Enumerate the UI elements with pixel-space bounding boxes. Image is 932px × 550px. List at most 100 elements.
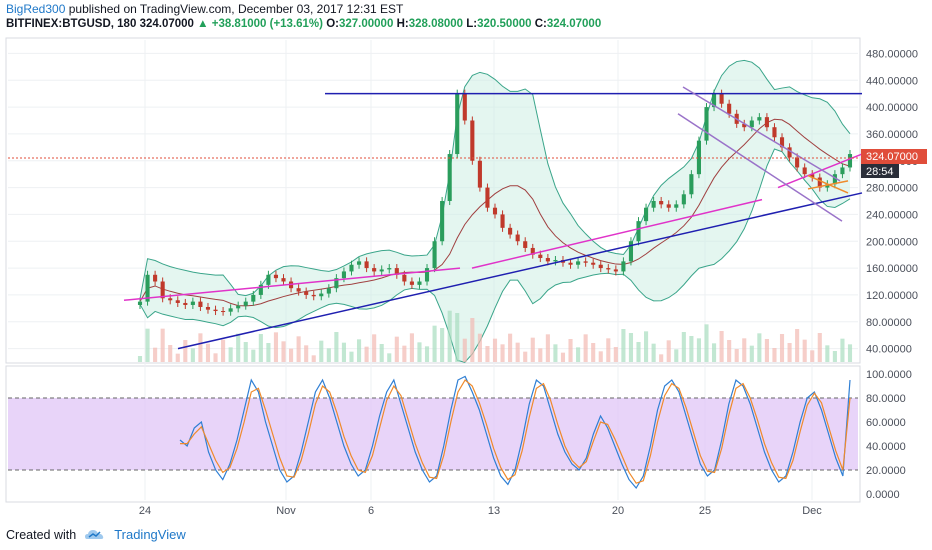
volume-bar bbox=[356, 339, 362, 362]
volume-bar bbox=[644, 331, 649, 362]
candle-body bbox=[591, 262, 596, 265]
candle-body bbox=[538, 254, 543, 259]
volume-bar bbox=[409, 333, 414, 362]
tradingview-cloud-icon bbox=[85, 529, 104, 539]
candle-body bbox=[334, 278, 339, 289]
volume-bar bbox=[492, 338, 498, 362]
bollinger-lower-line bbox=[139, 148, 851, 363]
countdown-badge bbox=[861, 164, 899, 178]
candle-body bbox=[153, 274, 158, 282]
candle-body bbox=[772, 127, 777, 138]
volume-bar bbox=[636, 342, 641, 362]
chart-canvas[interactable]: 480.00000 440.00000 400.00000 360.00000 320.… bbox=[0, 0, 932, 520]
candle-body bbox=[832, 174, 837, 185]
price-tick-label: 480.00000 bbox=[866, 48, 918, 60]
candle-body bbox=[749, 120, 754, 128]
volume-bar bbox=[349, 351, 354, 362]
price-tick-label: 400.00000 bbox=[866, 102, 918, 114]
bollinger-upper-line bbox=[139, 59, 851, 300]
volume-bar bbox=[281, 341, 286, 362]
open-value: 327.00000 bbox=[338, 18, 394, 30]
volume-bar bbox=[681, 332, 686, 362]
stochastic-k-line bbox=[179, 375, 851, 490]
candle-body bbox=[666, 204, 671, 208]
price-tick-label: 160.00000 bbox=[866, 263, 918, 275]
volume-bar bbox=[757, 333, 762, 362]
candle-body bbox=[757, 117, 762, 121]
volume-bar bbox=[659, 354, 664, 362]
symbol-ohlc-line: BITFINEX:BTGUSD, 180 324.07000 ▲ +38.810… bbox=[6, 18, 601, 30]
candle-body bbox=[817, 177, 822, 188]
stoch-tick-label: 80.0000 bbox=[866, 393, 906, 405]
candle-body bbox=[515, 234, 520, 242]
candle-body bbox=[417, 281, 422, 285]
orange-pennant-lower bbox=[807, 180, 849, 190]
time-tick-label: 6 bbox=[368, 505, 374, 517]
moving-average-line bbox=[139, 118, 851, 307]
candle-body bbox=[470, 120, 475, 161]
volume-bar bbox=[296, 336, 301, 362]
volume-bar bbox=[334, 332, 339, 362]
volume-bar bbox=[651, 343, 656, 362]
volume-bar bbox=[251, 349, 256, 362]
candle-body bbox=[387, 268, 392, 270]
candle-body bbox=[742, 123, 747, 128]
volume-bar bbox=[779, 334, 785, 362]
volume-bar bbox=[273, 332, 279, 362]
volume-bar bbox=[734, 349, 739, 362]
candle-body bbox=[613, 269, 618, 272]
volume-bar bbox=[817, 333, 822, 362]
volume-bar bbox=[470, 318, 475, 362]
footer: Created with TradingView bbox=[6, 527, 186, 542]
volume-bar bbox=[319, 340, 324, 362]
candle-body bbox=[508, 227, 513, 235]
volume-bar bbox=[304, 345, 309, 362]
volume-bar bbox=[205, 343, 211, 362]
volume-bar bbox=[455, 313, 460, 362]
candle-body bbox=[198, 301, 203, 307]
candle-body bbox=[319, 293, 324, 297]
candle-body bbox=[394, 268, 399, 275]
candle-body bbox=[644, 207, 649, 222]
candle-body bbox=[251, 294, 256, 302]
symbol-label: BITFINEX:BTGUSD, 180 bbox=[6, 18, 137, 30]
volume-bar bbox=[523, 351, 528, 362]
candle-body bbox=[440, 201, 445, 242]
high-value: 328.08000 bbox=[408, 18, 464, 30]
candle-body bbox=[424, 268, 430, 282]
author-link[interactable]: BigRed300 bbox=[6, 2, 66, 16]
volume-bar bbox=[719, 331, 724, 362]
stochastic-d-line bbox=[180, 379, 851, 484]
open-label: O: bbox=[326, 18, 339, 30]
candle-body bbox=[674, 204, 679, 208]
up-arrow-icon: ▲ bbox=[197, 18, 209, 30]
stoch-tick-label: 40.0000 bbox=[866, 441, 906, 453]
blue-trendline bbox=[177, 192, 863, 350]
time-tick-label: Dec bbox=[802, 505, 822, 517]
publish-info: BigRed300 published on TradingView.com, … bbox=[6, 2, 403, 16]
volume-bar bbox=[560, 352, 566, 362]
low-value: 320.50000 bbox=[477, 18, 532, 30]
tradingview-brand[interactable]: TradingView bbox=[114, 527, 186, 542]
candle-body bbox=[802, 167, 807, 175]
candle-body bbox=[606, 268, 611, 270]
candle-body bbox=[810, 174, 815, 178]
volume-bar bbox=[462, 338, 467, 362]
stoch-tick-label: 20.0000 bbox=[866, 465, 906, 477]
volume-bar bbox=[764, 339, 769, 362]
volume-bar bbox=[379, 344, 384, 362]
volume-bar bbox=[417, 342, 422, 362]
candle-body bbox=[349, 264, 354, 272]
volume-bar bbox=[742, 338, 747, 362]
candle-body bbox=[523, 241, 528, 248]
volume-bar bbox=[243, 342, 248, 362]
volume-bar bbox=[137, 356, 143, 362]
candle-body bbox=[137, 301, 143, 305]
volume-bar bbox=[530, 337, 535, 362]
candle-body bbox=[727, 103, 732, 114]
candle-body bbox=[847, 154, 853, 168]
volume-bar bbox=[394, 336, 399, 362]
price-tick-label: 440.00000 bbox=[866, 75, 918, 87]
volume-bar bbox=[787, 343, 792, 362]
time-tick-label: 20 bbox=[612, 505, 624, 517]
